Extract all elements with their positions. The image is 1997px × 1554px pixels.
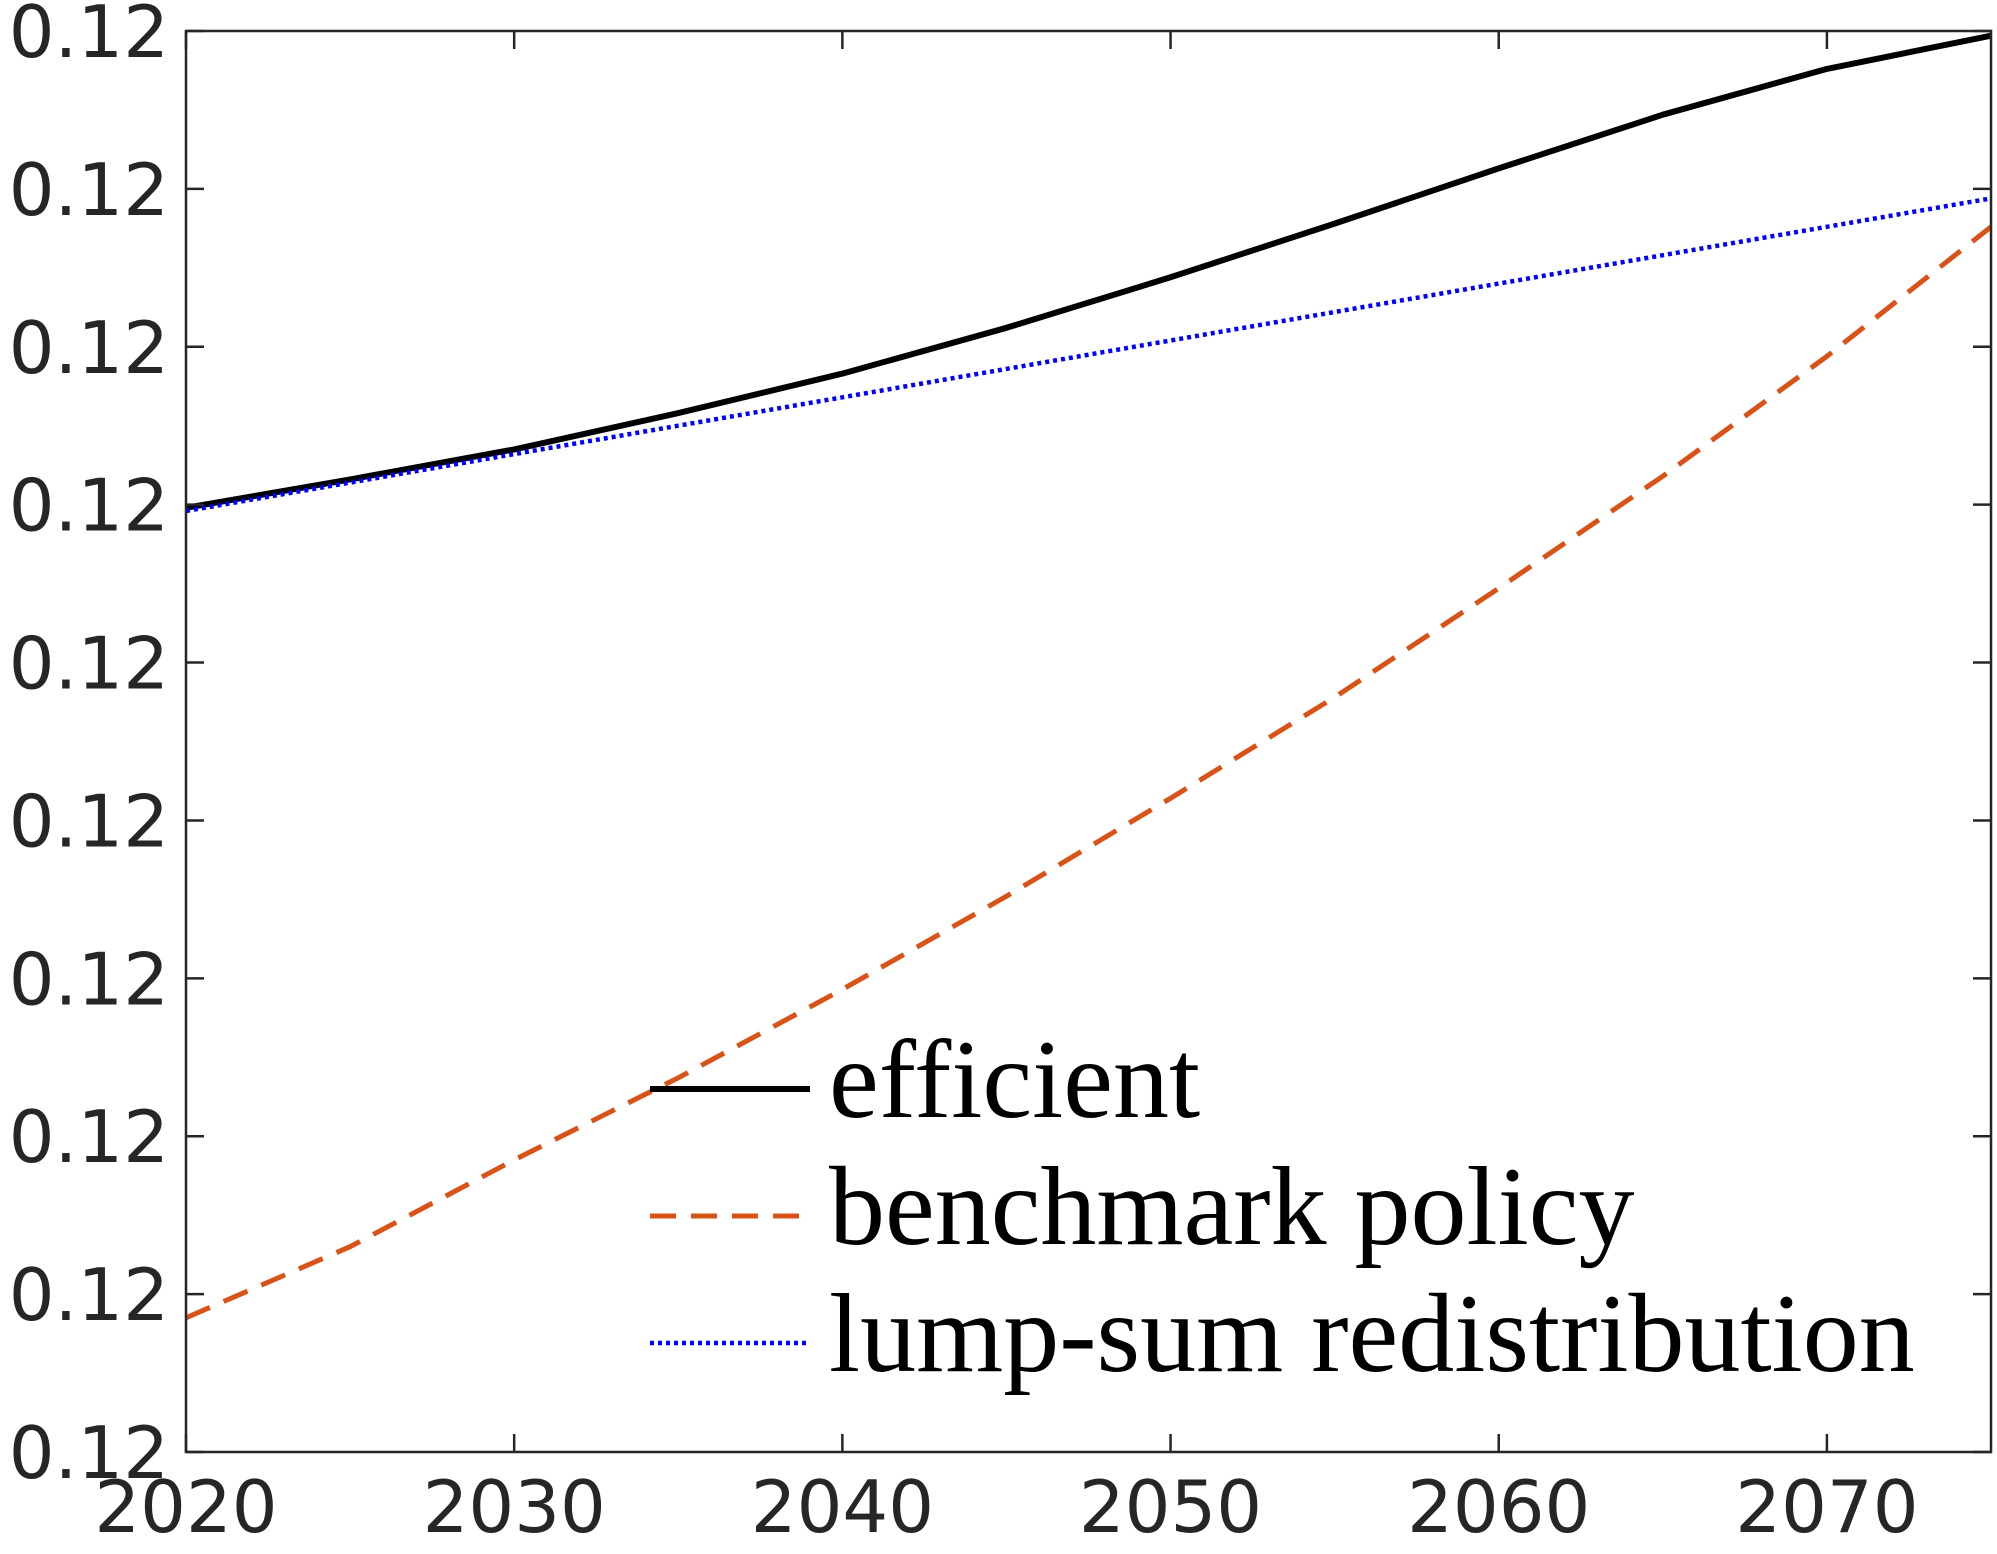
series-layer bbox=[185, 32, 1993, 1321]
y-tick-label: 0.12 bbox=[9, 1411, 169, 1495]
y-tick-label: 0.12 bbox=[9, 937, 169, 1021]
axis-ticks: 0.12 0.12 0.12 0.12 0.12 0.12 0.12 0.12 0.12 0.12… bbox=[9, 0, 1991, 1549]
legend-label-lump-sum-redistribution: lump-sum redistribution bbox=[829, 1272, 1915, 1396]
legend-label-efficient: efficient bbox=[829, 1018, 1200, 1142]
plot-area-frame bbox=[184, 29, 1993, 1454]
y-tick-label: 0.12 bbox=[9, 148, 169, 232]
y-tick-label: 0.12 bbox=[9, 622, 169, 706]
y-tick-label: 0.12 bbox=[9, 464, 169, 548]
series-line-benchmark-policy bbox=[185, 224, 1993, 1321]
legend-item-lump-sum-redistribution: lump-sum redistribution bbox=[650, 1272, 1915, 1396]
legend: efficient benchmark policy lump-sum redi… bbox=[650, 1018, 1915, 1396]
x-tick-label: 2050 bbox=[1079, 1465, 1262, 1549]
y-tick-label: 0.12 bbox=[9, 0, 169, 74]
legend-item-benchmark-policy: benchmark policy bbox=[650, 1145, 1635, 1269]
legend-label-benchmark-policy: benchmark policy bbox=[829, 1145, 1635, 1269]
x-tick-label: 2060 bbox=[1407, 1465, 1590, 1549]
x-tick-label: 2020 bbox=[94, 1465, 277, 1549]
y-tick-label: 0.12 bbox=[9, 1253, 169, 1337]
series-line-efficient bbox=[185, 32, 1992, 511]
y-tick-label: 0.12 bbox=[9, 779, 169, 863]
legend-item-efficient: efficient bbox=[650, 1018, 1200, 1142]
y-tick-label: 0.12 bbox=[9, 306, 169, 390]
x-tick-label: 2040 bbox=[751, 1465, 934, 1549]
x-tick-label: 2070 bbox=[1735, 1465, 1918, 1549]
y-tick-label: 0.12 bbox=[9, 1095, 169, 1179]
series-line-lump-sum-redistribution bbox=[185, 196, 1992, 514]
x-tick-label: 2030 bbox=[423, 1465, 606, 1549]
